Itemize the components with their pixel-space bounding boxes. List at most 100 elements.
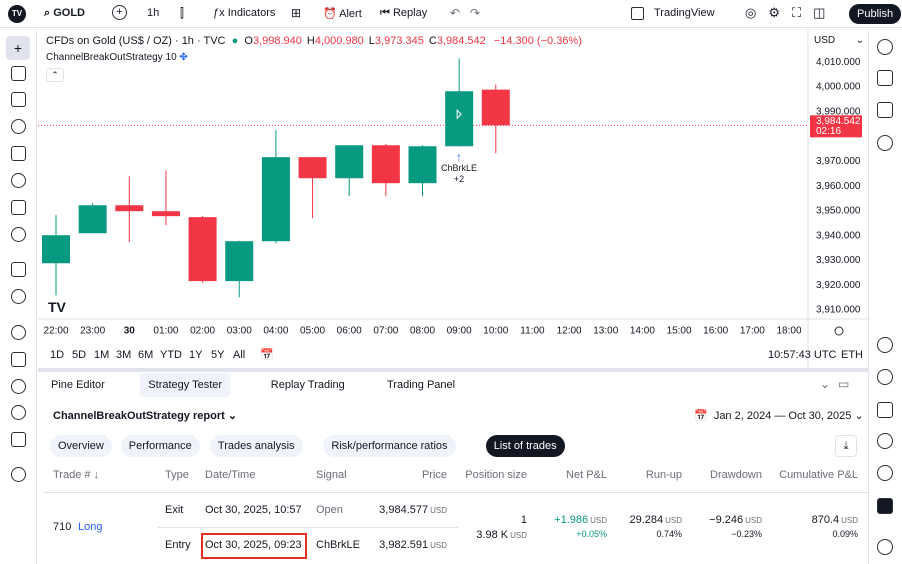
range-button[interactable]: YTD xyxy=(160,349,182,361)
undo-redo[interactable]: ↶ ↷ xyxy=(450,6,481,20)
time-tick: 11:00 xyxy=(520,326,545,337)
tool-icon[interactable] xyxy=(11,262,26,277)
date: Oct 30, 2025, 10:57 xyxy=(205,504,302,516)
publish-button[interactable]: Publish xyxy=(849,4,902,24)
range-button[interactable]: 1D xyxy=(50,349,65,361)
tool-icon[interactable] xyxy=(11,92,26,107)
tool-icon[interactable] xyxy=(11,146,26,161)
date-range-icon[interactable]: 📅 xyxy=(260,349,274,361)
sub-tab[interactable]: List of trades xyxy=(485,435,565,457)
layouts[interactable]: ⊞ xyxy=(291,6,302,20)
price-tick: 3,940.000 xyxy=(816,230,861,241)
legend-row: CFDs on Gold (US$ / OZ) · 1h · TVC ● O3,… xyxy=(46,35,582,47)
range-button[interactable]: 6M xyxy=(138,349,154,361)
panel-tab[interactable]: Strategy Tester xyxy=(140,373,231,397)
tool-icon[interactable] xyxy=(11,200,26,215)
position-size: 1 xyxy=(521,514,527,526)
side-icon[interactable] xyxy=(877,102,893,118)
side-icon[interactable] xyxy=(877,402,893,418)
time-tick: 10:00 xyxy=(483,326,508,337)
run-up-pct: 0.74% xyxy=(656,529,682,539)
trade-number-part: 710 xyxy=(53,521,72,533)
currency[interactable]: USD ⌄ xyxy=(814,35,864,46)
column-header: Run-up xyxy=(645,469,682,481)
indicators[interactable]: ƒx Indicators xyxy=(213,7,276,19)
sub-tab[interactable]: Trades analysis xyxy=(209,435,303,457)
top-bar: TV ⌕ GOLD + 1h ⫿ ƒx Indicators ⊞ ⏰ Alert… xyxy=(0,0,902,28)
download[interactable]: ⤓ xyxy=(835,435,857,457)
tool-icon[interactable] xyxy=(11,325,26,340)
net-pnl-part: +1.986 xyxy=(554,514,589,526)
clock: 10:57:43 UTC xyxy=(768,349,837,361)
layout-toggle[interactable] xyxy=(631,7,644,20)
layout-name[interactable]: TradingView xyxy=(654,7,715,19)
tool-icon[interactable] xyxy=(11,352,26,367)
ohlc-value: 4,000.980 xyxy=(314,35,364,47)
tool-icon[interactable] xyxy=(11,119,26,134)
tool-icon[interactable] xyxy=(11,405,26,420)
sub-tab[interactable]: Performance xyxy=(120,435,200,457)
panel-tab[interactable]: Pine Editor xyxy=(51,379,105,391)
side-icon[interactable] xyxy=(877,70,893,86)
signal-part: ChBrkLE xyxy=(316,539,361,551)
range-button[interactable]: 1M xyxy=(94,349,110,361)
right-toolbar xyxy=(868,29,902,564)
trade-number: 710 xyxy=(53,521,71,533)
type: Exit xyxy=(165,504,183,516)
ohlc-value: 3,998.940 xyxy=(252,35,302,47)
symbol-search[interactable]: ⌕ GOLD xyxy=(44,7,85,19)
tool-icon[interactable] xyxy=(11,227,26,242)
tv-watermark: TV xyxy=(48,299,66,315)
tool-icon[interactable] xyxy=(11,289,26,304)
panel-controls[interactable]: ⌄▭ xyxy=(820,377,858,391)
range-button[interactable]: 1Y xyxy=(189,349,203,361)
range-button[interactable]: 3M xyxy=(116,349,132,361)
range-button[interactable]: 5D xyxy=(72,349,87,361)
side-icon[interactable] xyxy=(877,39,893,55)
side-icon[interactable] xyxy=(877,539,893,555)
tool-icon[interactable] xyxy=(11,432,26,447)
column-header: Type xyxy=(165,469,189,481)
alert[interactable]: ⏰ Alert xyxy=(323,8,362,20)
report-title[interactable]: ChannelBreakOutStrategy report ⌄ xyxy=(53,410,238,422)
replay[interactable]: ⏮ Replay xyxy=(380,7,428,19)
axis-settings[interactable] xyxy=(834,326,844,336)
tool-icon[interactable] xyxy=(11,467,26,482)
panel-tab[interactable]: Trading Panel xyxy=(387,379,456,391)
date-range[interactable]: 📅 Jan 2, 2024 — Oct 30, 2025 ⌄ xyxy=(694,410,864,422)
cumulative-pct-part: 0.09% xyxy=(832,529,858,539)
range-bar: 1D 5D 1M 3M 6M YTD 1Y 5Y All xyxy=(38,347,868,367)
range-button[interactable]: All xyxy=(233,349,246,361)
side-icon[interactable] xyxy=(877,433,893,449)
interval[interactable]: 1h xyxy=(147,7,160,19)
chart-type[interactable]: ⫿ xyxy=(180,6,184,20)
panel-tab[interactable]: Replay Trading xyxy=(270,379,345,391)
price-part: 3,982.591 xyxy=(379,539,429,551)
compare[interactable]: + xyxy=(112,5,127,20)
logo[interactable]: TV xyxy=(8,5,26,23)
session[interactable]: ETH xyxy=(841,349,863,361)
price-part: 3,984.577 xyxy=(379,504,429,516)
sub-tab[interactable]: Risk/performance ratios xyxy=(323,435,456,457)
crosshair[interactable]: + xyxy=(6,36,30,60)
time-tick: 22:00 xyxy=(43,326,68,337)
collapse-legend[interactable]: ⌃ xyxy=(46,68,64,82)
sub-tab[interactable]: Overview xyxy=(50,435,112,457)
tool-icon[interactable] xyxy=(11,173,26,188)
ohlc: O3,998.940 H4,000.980 L3,973.345 C3,984.542 xyxy=(244,35,490,47)
cumulative-part: USD xyxy=(841,516,858,525)
top-icons[interactable]: ◎⚙⛶◫ xyxy=(745,5,838,20)
range-button[interactable]: 5Y xyxy=(211,349,225,361)
side-icon[interactable] xyxy=(877,498,893,514)
side-icon[interactable] xyxy=(877,135,893,151)
side-icon[interactable] xyxy=(877,337,893,353)
date-part: Oct 30, 2025, 09:23 xyxy=(205,539,302,551)
side-icon[interactable] xyxy=(877,369,893,385)
chart: 4,010.000 4,000.000 3,990.000 3,970.000 3,96… xyxy=(38,29,868,369)
change: −14.300 (−0.36%) xyxy=(493,35,582,47)
side-icon[interactable] xyxy=(877,465,893,481)
tool-icon[interactable] xyxy=(11,379,26,394)
candle-body xyxy=(298,157,327,179)
tool-icon[interactable] xyxy=(11,66,26,81)
alert-label: Alert xyxy=(339,8,362,20)
